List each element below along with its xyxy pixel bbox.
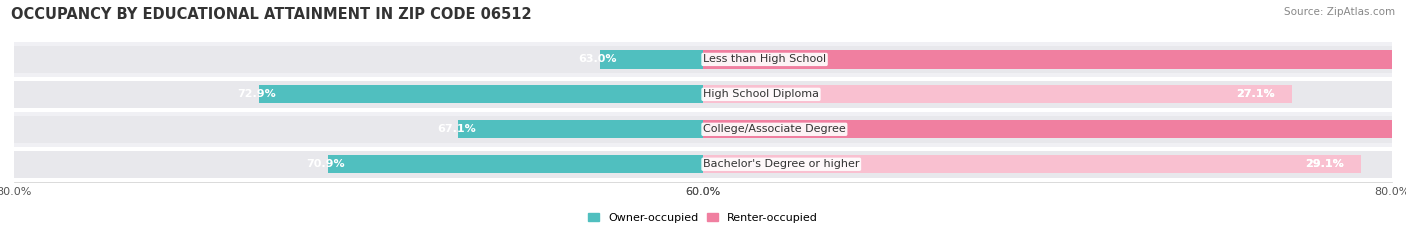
Text: 29.1%: 29.1%	[1305, 159, 1344, 169]
Bar	[599, 50, 1047, 69]
Text: 27.1%: 27.1%	[1236, 89, 1275, 99]
Text: High School Diploma: High School Diploma	[703, 89, 820, 99]
Bar	[14, 81, 703, 108]
Bar	[359, 155, 1361, 173]
Bar	[359, 120, 1406, 138]
Bar	[14, 112, 703, 147]
Bar	[359, 50, 1406, 69]
Bar	[458, 120, 1047, 138]
Bar	[14, 77, 703, 112]
Bar	[14, 151, 703, 178]
Text: 72.9%: 72.9%	[238, 89, 276, 99]
Bar	[359, 85, 1292, 103]
Text: 63.0%: 63.0%	[578, 55, 617, 64]
Text: OCCUPANCY BY EDUCATIONAL ATTAINMENT IN ZIP CODE 06512: OCCUPANCY BY EDUCATIONAL ATTAINMENT IN Z…	[11, 7, 531, 22]
Legend: Owner-occupied, Renter-occupied: Owner-occupied, Renter-occupied	[583, 209, 823, 227]
Bar	[14, 42, 703, 77]
Bar	[703, 116, 1392, 143]
Text: College/Associate Degree: College/Associate Degree	[703, 124, 846, 134]
Bar	[703, 151, 1392, 178]
Bar	[328, 155, 1047, 173]
Bar	[359, 155, 1361, 173]
Text: Bachelor's Degree or higher: Bachelor's Degree or higher	[703, 159, 859, 169]
Bar	[703, 112, 1392, 147]
Bar	[703, 42, 1392, 77]
Bar	[359, 85, 1292, 103]
Text: Source: ZipAtlas.com: Source: ZipAtlas.com	[1284, 7, 1395, 17]
Bar	[703, 46, 1392, 73]
Bar	[703, 147, 1392, 182]
Bar	[703, 81, 1392, 108]
Bar	[14, 116, 703, 143]
Bar	[359, 120, 1406, 138]
Bar	[259, 85, 1047, 103]
Text: 70.9%: 70.9%	[307, 159, 344, 169]
Text: 29.1%: 29.1%	[1305, 159, 1344, 169]
Text: Less than High School: Less than High School	[703, 55, 827, 64]
Text: 27.1%: 27.1%	[1236, 89, 1275, 99]
Bar	[14, 46, 703, 73]
Bar	[359, 50, 1406, 69]
Text: 67.1%: 67.1%	[437, 124, 475, 134]
Bar	[703, 77, 1392, 112]
Bar	[14, 147, 703, 182]
